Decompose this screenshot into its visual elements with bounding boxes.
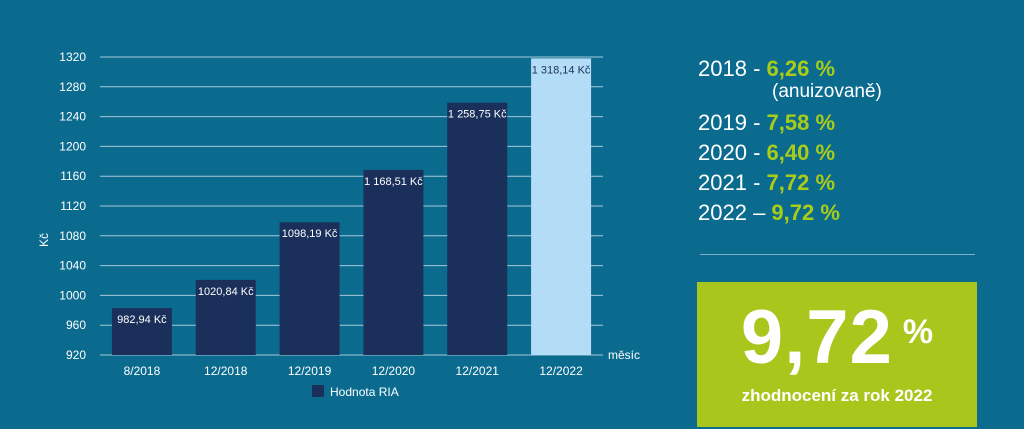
- bar: [111, 308, 172, 355]
- return-separator: -: [746, 56, 767, 81]
- return-year: 2022: [698, 200, 747, 225]
- bar-value-label: 1020,84 Kč: [198, 286, 254, 298]
- y-tick-label: 1280: [59, 80, 86, 94]
- return-year: 2020: [698, 140, 747, 165]
- highlight-unit: %: [902, 313, 934, 351]
- bar: [447, 102, 508, 355]
- return-year: 2018: [698, 56, 747, 81]
- bar-value-label: 1 168,51 Kč: [364, 176, 423, 188]
- grid-lines: [100, 56, 603, 356]
- return-row: 2021 - 7,72 %: [698, 169, 998, 199]
- return-percent: 7,58 %: [766, 110, 836, 135]
- return-year: 2019: [698, 110, 747, 135]
- annual-returns-list: 2018 - 6,26 % (anuizovaně) 2019 - 7,58 %…: [698, 55, 998, 229]
- x-axis-title: měsíc: [608, 348, 640, 362]
- legend-swatch: [312, 385, 324, 397]
- y-tick-label: 1000: [59, 288, 86, 302]
- highlight-caption: zhodnocení za rok 2022: [741, 386, 933, 405]
- return-row: 2020 - 6,40 %: [698, 139, 998, 169]
- return-percent: 6,26 %: [766, 56, 836, 81]
- bar-chart: 920 960 1000 1040 1080 1120 1160 1200 1240 1280 13…: [37, 50, 640, 399]
- bar-value-label: 1 258,75 Kč: [448, 109, 507, 121]
- y-tick-label: 1200: [59, 139, 86, 153]
- x-tick-label: 12/2020: [372, 364, 416, 378]
- y-tick-label: 1160: [60, 169, 86, 183]
- legend-label: Hodnota RIA: [330, 385, 399, 399]
- return-note: (anuizovaně): [772, 81, 882, 102]
- x-axis-ticks: 8/2018 12/2018 12/2019 12/2020 12/2021 12/202…: [124, 364, 584, 378]
- return-row: 2022 – 9,72 %: [698, 199, 998, 229]
- x-tick-label: 8/2018: [124, 364, 161, 378]
- y-tick-label: 1240: [59, 110, 86, 124]
- bar-value-labels: 982,94 Kč 1020,84 Kč 1098,19 Kč 1 168,51 Kč…: [117, 64, 591, 326]
- highlight-value: 9,72%: [697, 294, 977, 381]
- bars: [111, 58, 592, 355]
- return-percent: 6,40 %: [766, 140, 836, 165]
- bar-value-label: 1 318,14 Kč: [532, 64, 591, 76]
- bar: [363, 169, 424, 355]
- return-year: 2021: [698, 170, 747, 195]
- return-row: 2018 - 6,26 %: [698, 55, 998, 85]
- legend: Hodnota RIA: [312, 385, 399, 399]
- y-tick-label: 1040: [59, 259, 86, 273]
- y-axis-ticks: 920 960 1000 1040 1080 1120 1160 1200 1240 1280 13…: [59, 50, 86, 362]
- highlight-number: 9,72: [740, 295, 893, 380]
- y-tick-label: 960: [66, 318, 86, 332]
- return-separator: -: [746, 110, 767, 135]
- return-percent: 7,72 %: [766, 170, 836, 195]
- x-tick-label: 12/2022: [539, 364, 583, 378]
- return-separator: -: [746, 170, 767, 195]
- x-tick-label: 12/2018: [204, 364, 248, 378]
- return-row: 2019 - 7,58 %: [698, 109, 998, 139]
- y-tick-label: 920: [66, 348, 86, 362]
- return-separator: -: [746, 140, 767, 165]
- y-tick-label: 1320: [59, 50, 86, 64]
- divider: [700, 254, 975, 255]
- bar: [531, 58, 592, 355]
- y-axis-title: Kč: [37, 233, 51, 247]
- x-tick-label: 12/2019: [288, 364, 332, 378]
- bar-value-label: 982,94 Kč: [117, 314, 167, 326]
- y-tick-label: 1080: [59, 229, 86, 243]
- bar-value-label: 1098,19 Kč: [282, 228, 338, 240]
- bar: [279, 222, 340, 355]
- x-tick-label: 12/2021: [456, 364, 500, 378]
- return-percent: 9,72 %: [771, 200, 840, 225]
- bar: [195, 279, 256, 355]
- highlight-box: 9,72% zhodnocení za rok 2022: [697, 282, 977, 427]
- return-separator: –: [746, 200, 772, 225]
- y-tick-label: 1120: [60, 199, 86, 213]
